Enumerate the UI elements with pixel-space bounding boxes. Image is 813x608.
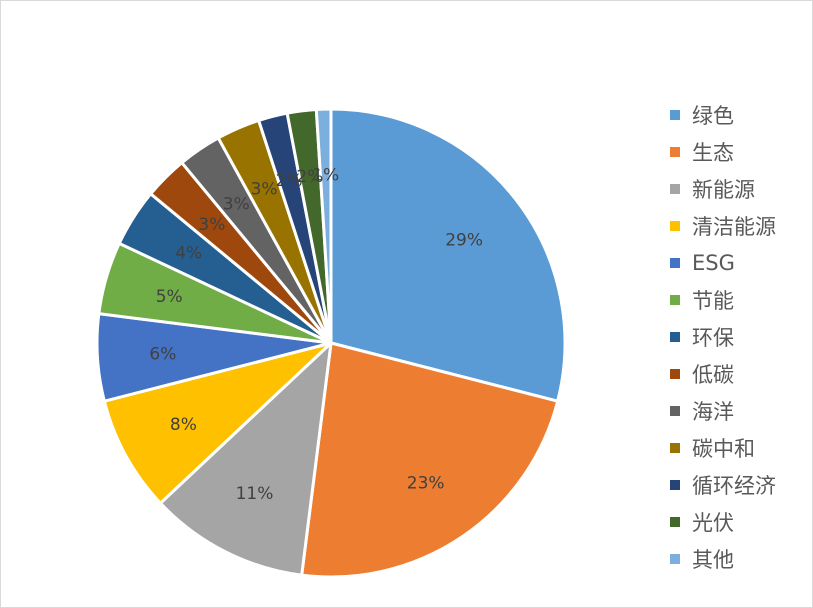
legend-swatch-6 — [670, 331, 680, 342]
legend-item-10: 循环经济 — [670, 466, 810, 503]
legend-item-2: 新能源 — [670, 170, 810, 207]
legend-swatch-1 — [670, 146, 680, 157]
legend-label-0: 绿色 — [692, 103, 734, 128]
data-label-3: 8% — [170, 415, 197, 435]
data-label-2: 11% — [236, 484, 274, 504]
legend-item-12: 其他 — [670, 540, 810, 577]
data-label-11: 2% — [296, 167, 323, 187]
legend-item-7: 低碳 — [670, 355, 810, 392]
data-label-1: 23% — [407, 473, 445, 493]
pie-slice-12 — [314, 107, 333, 345]
legend-label-10: 循环经济 — [692, 473, 776, 498]
legend: 绿色生态新能源清洁能源 ESG 节能环保低碳海洋碳中和循环经济光伏其他 — [670, 96, 810, 577]
legend-swatch-9 — [670, 442, 680, 453]
legend-label-9: 碳中和 — [692, 436, 755, 461]
legend-item-4: ESG — [670, 244, 810, 281]
data-label-10: 2% — [276, 171, 303, 191]
legend-item-6: 环保 — [670, 318, 810, 355]
pie-slice-3 — [102, 341, 333, 505]
legend-label-8: 海洋 — [692, 399, 734, 424]
legend-item-8: 海洋 — [670, 392, 810, 429]
legend-label-1: 生态 — [692, 140, 734, 165]
legend-label-3: 清洁能源 — [692, 214, 776, 239]
legend-label-4: ESG — [692, 250, 735, 275]
legend-swatch-3 — [670, 220, 680, 231]
legend-item-3: 清洁能源 — [670, 207, 810, 244]
legend-label-7: 低碳 — [692, 362, 734, 387]
data-label-12: 1% — [312, 166, 339, 186]
data-label-6: 4% — [175, 244, 202, 264]
pie-slice-2 — [158, 341, 333, 577]
legend-swatch-8 — [670, 405, 680, 416]
legend-swatch-11 — [670, 516, 680, 527]
legend-item-1: 生态 — [670, 133, 810, 170]
legend-item-0: 绿色 — [670, 96, 810, 133]
pie-slice-1 — [300, 341, 560, 579]
pie-slices — [95, 107, 567, 579]
legend-item-9: 碳中和 — [670, 429, 810, 466]
data-label-7: 3% — [198, 215, 225, 235]
legend-swatch-12 — [670, 553, 680, 564]
legend-item-5: 节能 — [670, 281, 810, 318]
legend-swatch-0 — [670, 109, 680, 120]
legend-swatch-10 — [670, 479, 680, 490]
data-label-9: 3% — [251, 179, 278, 199]
legend-swatch-7 — [670, 368, 680, 379]
legend-label-6: 环保 — [692, 325, 734, 350]
legend-label-11: 光伏 — [692, 510, 734, 535]
data-label-8: 3% — [223, 195, 250, 215]
legend-item-11: 光伏 — [670, 503, 810, 540]
data-label-0: 29% — [445, 231, 483, 251]
data-label-5: 5% — [156, 287, 183, 307]
legend-swatch-2 — [670, 183, 680, 194]
pie-slice-0 — [329, 107, 567, 403]
legend-label-12: 其他 — [692, 547, 734, 572]
legend-label-5: 节能 — [692, 288, 734, 313]
legend-swatch-4 — [670, 257, 680, 268]
data-labels: 29%23%11%8%6%5%4%3%3%3%2%2%1% — [149, 166, 483, 505]
data-label-4: 6% — [149, 345, 176, 365]
legend-swatch-5 — [670, 294, 680, 305]
legend-label-2: 新能源 — [692, 177, 755, 202]
